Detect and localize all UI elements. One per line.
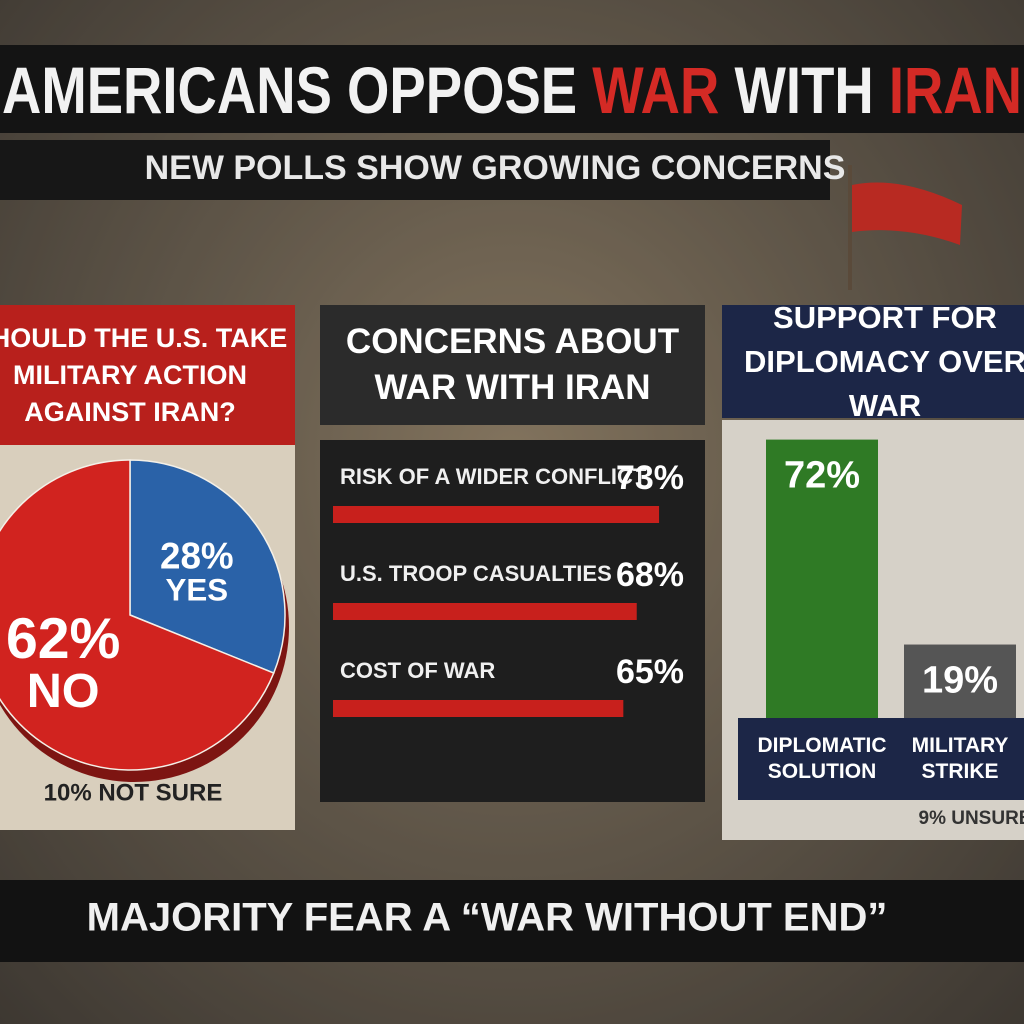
label-band bbox=[738, 718, 1024, 800]
value-label: 72% bbox=[784, 455, 860, 497]
note: 10% NOT SURE bbox=[44, 779, 223, 806]
row-label: U.S. TROOP CASUALTIES bbox=[340, 561, 612, 586]
panel-body bbox=[320, 440, 705, 802]
title-part: IRAN bbox=[874, 53, 1022, 127]
slice-label: NO bbox=[27, 664, 100, 718]
title-part: WITH bbox=[719, 53, 873, 127]
value-label: 28% bbox=[160, 536, 234, 577]
value-label: 62% bbox=[6, 607, 120, 671]
bar bbox=[333, 506, 660, 523]
title: AMERICANS OPPOSE WAR WITH IRAN bbox=[2, 53, 1022, 127]
subtitle-band bbox=[0, 140, 830, 200]
title-band bbox=[0, 45, 1024, 133]
panel-title: SUPPORT FOR DIPLOMACY OVER WAR bbox=[744, 299, 1024, 423]
title-part: AMERICANS OPPOSE bbox=[2, 53, 577, 127]
panel-header bbox=[320, 305, 705, 425]
category-label: MILITARY STRIKE bbox=[911, 734, 1009, 783]
value-label: 68% bbox=[616, 556, 684, 594]
value-label: 65% bbox=[616, 653, 684, 691]
value-label: 73% bbox=[616, 459, 684, 497]
pie-slice bbox=[0, 459, 275, 771]
flag bbox=[852, 182, 962, 245]
footer-band bbox=[0, 880, 1024, 962]
category-label: DIPLOMATIC SOLUTION bbox=[757, 734, 887, 783]
bar bbox=[766, 439, 878, 718]
panel-header bbox=[0, 305, 295, 445]
value-label: 19% bbox=[922, 660, 998, 702]
bar bbox=[333, 603, 637, 620]
footer: MAJORITY FEAR A “WAR WITHOUT END” bbox=[87, 896, 888, 940]
bar bbox=[904, 644, 1016, 718]
slice-label: YES bbox=[166, 572, 229, 607]
title-part: WAR bbox=[577, 53, 719, 127]
subtitle: NEW POLLS SHOW GROWING CONCERNS bbox=[145, 149, 846, 187]
pie-slice bbox=[129, 459, 286, 675]
note: 9% UNSURE bbox=[919, 808, 1024, 829]
panel-header bbox=[722, 305, 1024, 418]
panel-title: CONCERNS ABOUT WAR WITH IRAN bbox=[345, 322, 680, 407]
panel-title: SHOULD THE U.S. TAKE MILITARY ACTION AGA… bbox=[0, 322, 288, 427]
row-label: COST OF WAR bbox=[340, 658, 495, 683]
bar bbox=[333, 700, 624, 717]
row-label: RISK OF A WIDER CONFLICT bbox=[340, 464, 647, 489]
